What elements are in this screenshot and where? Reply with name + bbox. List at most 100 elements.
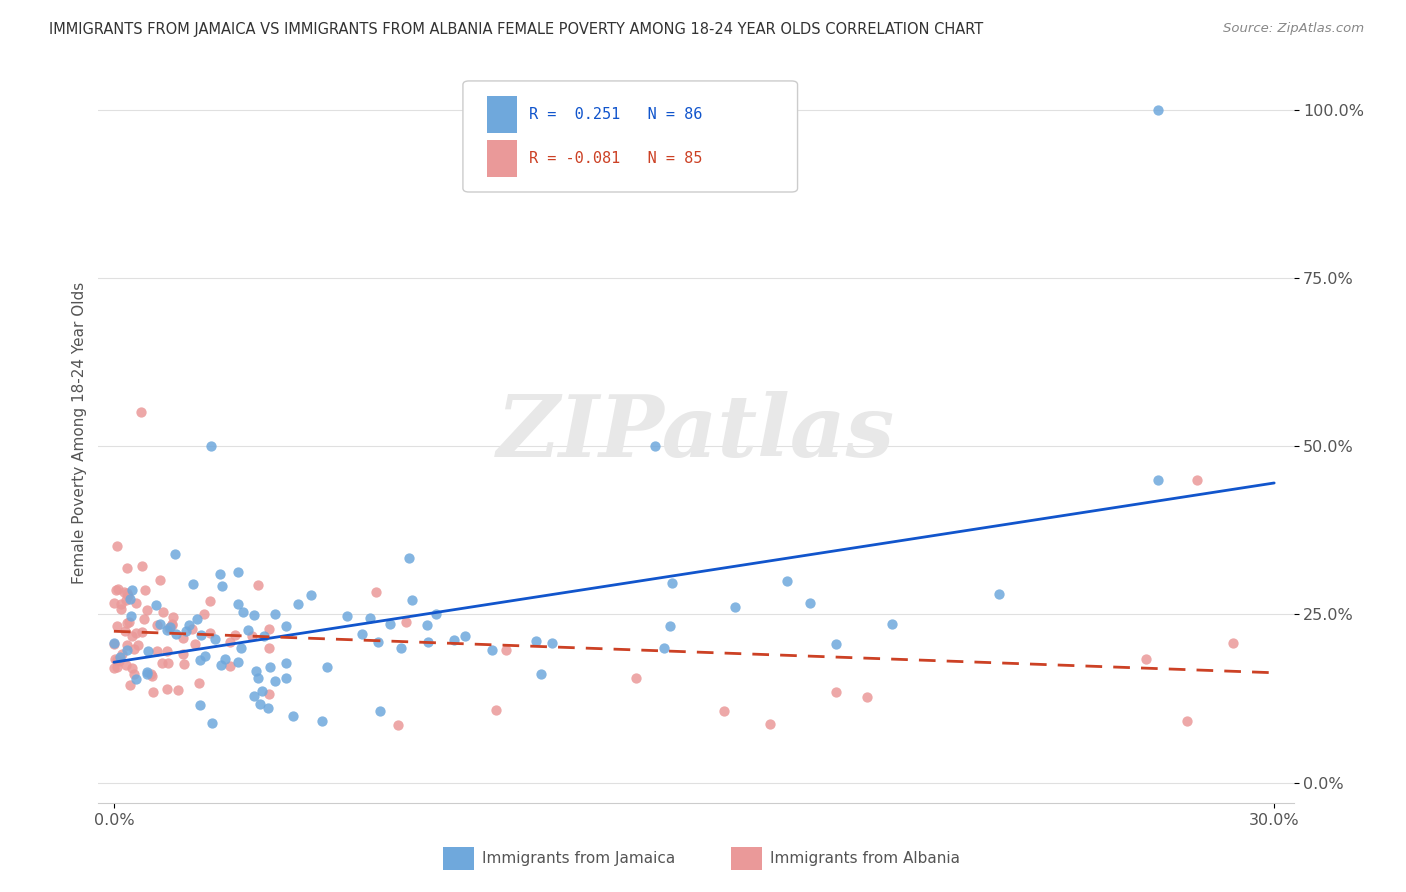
Point — [115, 561, 138, 575]
Point — [139, 667, 162, 681]
Point — [825, 637, 848, 651]
Point — [713, 705, 735, 719]
Point — [115, 643, 138, 657]
Point — [125, 626, 148, 640]
Point — [226, 597, 249, 611]
Point — [134, 583, 156, 598]
Point — [1222, 636, 1244, 650]
Point — [401, 593, 423, 607]
Point — [247, 578, 270, 592]
Point — [257, 640, 280, 655]
Point — [163, 547, 186, 561]
Point — [249, 698, 271, 712]
Point — [367, 635, 389, 649]
Point — [425, 607, 447, 621]
Point — [104, 582, 127, 597]
Point — [145, 599, 167, 613]
Point — [1185, 473, 1208, 487]
Point — [652, 640, 675, 655]
Point — [146, 644, 169, 658]
Point — [131, 625, 153, 640]
Point — [105, 619, 128, 633]
Point — [127, 638, 149, 652]
Point — [131, 558, 153, 573]
Point — [112, 584, 135, 599]
Point — [114, 624, 136, 638]
Point — [208, 566, 231, 581]
FancyBboxPatch shape — [463, 81, 797, 192]
Point — [122, 667, 145, 681]
Point — [389, 640, 412, 655]
Point — [247, 671, 270, 685]
Point — [416, 617, 439, 632]
Text: ZIPatlas: ZIPatlas — [496, 391, 896, 475]
Point — [103, 661, 125, 675]
Point — [443, 633, 465, 648]
Point — [110, 597, 132, 611]
Point — [141, 669, 163, 683]
Point — [418, 635, 440, 649]
Point — [194, 648, 217, 663]
Text: R =  0.251   N = 86: R = 0.251 N = 86 — [529, 107, 702, 122]
Point — [115, 593, 138, 607]
Point — [299, 588, 322, 602]
Point — [1135, 652, 1157, 666]
Point — [156, 682, 179, 697]
Point — [495, 642, 517, 657]
Point — [188, 652, 211, 666]
Point — [188, 698, 211, 712]
Text: IMMIGRANTS FROM JAMAICA VS IMMIGRANTS FROM ALBANIA FEMALE POVERTY AMONG 18-24 YE: IMMIGRANTS FROM JAMAICA VS IMMIGRANTS FR… — [49, 22, 983, 37]
Point — [387, 718, 409, 732]
Point — [824, 685, 846, 699]
Point — [104, 652, 127, 666]
Point — [118, 615, 141, 630]
Point — [257, 623, 280, 637]
Point — [232, 605, 254, 619]
Point — [236, 624, 259, 638]
Point — [211, 579, 233, 593]
Point — [121, 582, 143, 597]
Point — [224, 628, 246, 642]
Point — [149, 573, 172, 587]
Point — [799, 596, 821, 610]
Point — [156, 656, 179, 670]
Point — [200, 626, 222, 640]
Point — [214, 651, 236, 665]
Text: Immigrants from Jamaica: Immigrants from Jamaica — [482, 852, 675, 866]
Point — [481, 643, 503, 657]
Point — [336, 608, 359, 623]
Point — [359, 611, 381, 625]
Point — [253, 629, 276, 643]
Point — [380, 617, 402, 632]
Point — [274, 619, 297, 633]
Point — [988, 586, 1011, 600]
Point — [352, 627, 374, 641]
Point — [115, 657, 138, 672]
Point — [115, 615, 138, 630]
Point — [160, 618, 183, 632]
Point — [198, 594, 221, 608]
Point — [724, 599, 747, 614]
Point — [370, 705, 392, 719]
Point — [124, 596, 146, 610]
Point — [125, 672, 148, 686]
Point — [156, 623, 179, 637]
Point — [259, 659, 281, 673]
Point — [1147, 103, 1170, 117]
Point — [257, 687, 280, 701]
Text: R = -0.081   N = 85: R = -0.081 N = 85 — [529, 151, 702, 166]
Point — [157, 621, 180, 635]
Point — [454, 629, 477, 643]
Point — [156, 643, 179, 657]
Point — [252, 683, 274, 698]
Point — [530, 667, 553, 681]
Point — [134, 612, 156, 626]
Point — [880, 617, 903, 632]
Point — [186, 612, 208, 626]
Point — [242, 608, 264, 623]
Point — [129, 405, 152, 419]
Point — [124, 641, 146, 656]
Point — [315, 659, 337, 673]
Point — [172, 647, 194, 661]
Point — [136, 603, 159, 617]
